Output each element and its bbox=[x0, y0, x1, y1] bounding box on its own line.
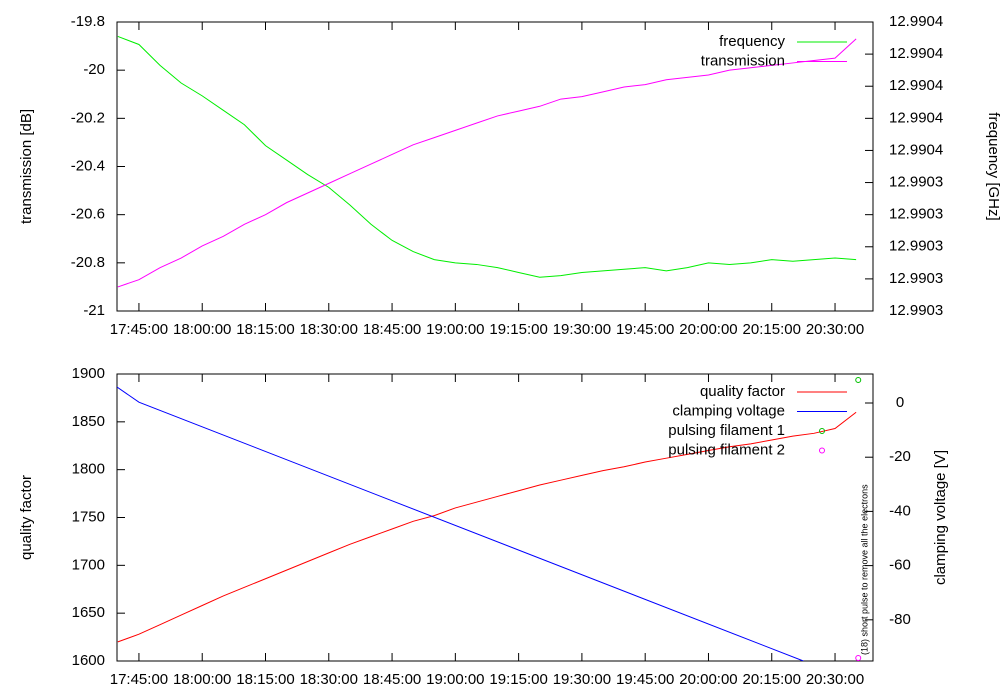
y-tick-label: 1800 bbox=[72, 461, 105, 478]
x-tick-label: 19:00:00 bbox=[426, 671, 484, 688]
y2-tick-label: 12.9903 bbox=[889, 174, 943, 191]
y2-tick-label: -20 bbox=[889, 448, 911, 465]
data-line bbox=[117, 411, 857, 643]
y-tick-label: -20.4 bbox=[71, 157, 105, 174]
data-line bbox=[117, 38, 857, 288]
legend-label: pulsing filament 2 bbox=[668, 441, 785, 458]
y2-tick-label: 12.9904 bbox=[889, 77, 943, 94]
y-tick-label: -20.8 bbox=[71, 254, 105, 271]
data-line bbox=[117, 386, 804, 661]
y2-tick-label: -80 bbox=[889, 611, 911, 628]
x-tick-label: 18:30:00 bbox=[300, 321, 358, 338]
data-point bbox=[855, 655, 862, 661]
y2-tick-label: 12.9904 bbox=[889, 109, 943, 126]
x-tick-label: 17:45:00 bbox=[110, 671, 168, 688]
y-tick-label: 1750 bbox=[72, 508, 105, 525]
legend-marker bbox=[819, 447, 825, 454]
x-tick-label: 20:00:00 bbox=[679, 671, 737, 688]
x-tick-label: 18:45:00 bbox=[363, 321, 421, 338]
y-tick-label: -20 bbox=[83, 61, 105, 78]
x-tick-label: 17:45:00 bbox=[110, 321, 168, 338]
y-tick-label: 1600 bbox=[72, 652, 105, 669]
y2-tick-label: 12.9904 bbox=[889, 13, 943, 30]
x-tick-label: 20:30:00 bbox=[806, 671, 864, 688]
legend-label: clamping voltage bbox=[672, 402, 785, 419]
annotation: (18) short pulse to remove all the elect… bbox=[859, 484, 869, 655]
y-tick-label: 1850 bbox=[72, 413, 105, 430]
plot-area bbox=[117, 35, 857, 288]
y2-tick-label: 0 bbox=[896, 394, 904, 411]
legend-label: frequency bbox=[719, 33, 785, 50]
x-tick-label: 18:15:00 bbox=[236, 321, 294, 338]
x-tick-label: 18:00:00 bbox=[173, 321, 231, 338]
x-tick-label: 18:00:00 bbox=[173, 671, 231, 688]
y-axis-label: transmission [dB] bbox=[18, 109, 35, 224]
y2-tick-label: 12.9904 bbox=[889, 45, 943, 62]
y-tick-label: -21 bbox=[83, 302, 105, 319]
y2-tick-label: 12.9903 bbox=[889, 206, 943, 223]
y2-tick-label: 12.9904 bbox=[889, 141, 943, 158]
x-tick-label: 19:00:00 bbox=[426, 321, 484, 338]
data-line bbox=[117, 35, 857, 278]
x-tick-label: 19:45:00 bbox=[616, 671, 674, 688]
x-tick-label: 19:45:00 bbox=[616, 321, 674, 338]
y-tick-label: -20.2 bbox=[71, 109, 105, 126]
y-axis-label: quality factor bbox=[18, 475, 35, 560]
data-point bbox=[855, 376, 862, 383]
x-tick-label: 20:15:00 bbox=[743, 321, 801, 338]
x-tick-label: 18:45:00 bbox=[363, 671, 421, 688]
y2-tick-label: 12.9903 bbox=[889, 238, 943, 255]
y-tick-label: 1650 bbox=[72, 604, 105, 621]
y2-tick-label: 12.9903 bbox=[889, 302, 943, 319]
legend-marker bbox=[819, 428, 825, 434]
plot-area bbox=[117, 376, 862, 661]
y2-axis-label: frequency [GHz] bbox=[985, 112, 1000, 220]
x-tick-label: 19:30:00 bbox=[553, 671, 611, 688]
legend-label: transmission bbox=[701, 52, 785, 69]
x-tick-label: 19:30:00 bbox=[553, 321, 611, 338]
legend-label: pulsing filament 1 bbox=[668, 422, 785, 439]
x-tick-label: 20:15:00 bbox=[743, 671, 801, 688]
y2-tick-label: -40 bbox=[889, 502, 911, 519]
legend-label: quality factor bbox=[700, 383, 785, 400]
x-tick-label: 19:15:00 bbox=[489, 671, 547, 688]
y2-tick-label: -60 bbox=[889, 557, 911, 574]
y-tick-label: -19.8 bbox=[71, 13, 105, 30]
y2-axis-label: clamping voltage [V] bbox=[932, 450, 949, 585]
y-tick-label: -20.6 bbox=[71, 206, 105, 223]
x-tick-label: 20:00:00 bbox=[679, 321, 737, 338]
x-tick-label: 20:30:00 bbox=[806, 321, 864, 338]
y-tick-label: 1700 bbox=[72, 556, 105, 573]
y2-tick-label: 12.9903 bbox=[889, 270, 943, 287]
x-tick-label: 19:15:00 bbox=[489, 321, 547, 338]
y-tick-label: 1900 bbox=[72, 365, 105, 382]
x-tick-label: 18:15:00 bbox=[236, 671, 294, 688]
x-tick-label: 18:30:00 bbox=[300, 671, 358, 688]
